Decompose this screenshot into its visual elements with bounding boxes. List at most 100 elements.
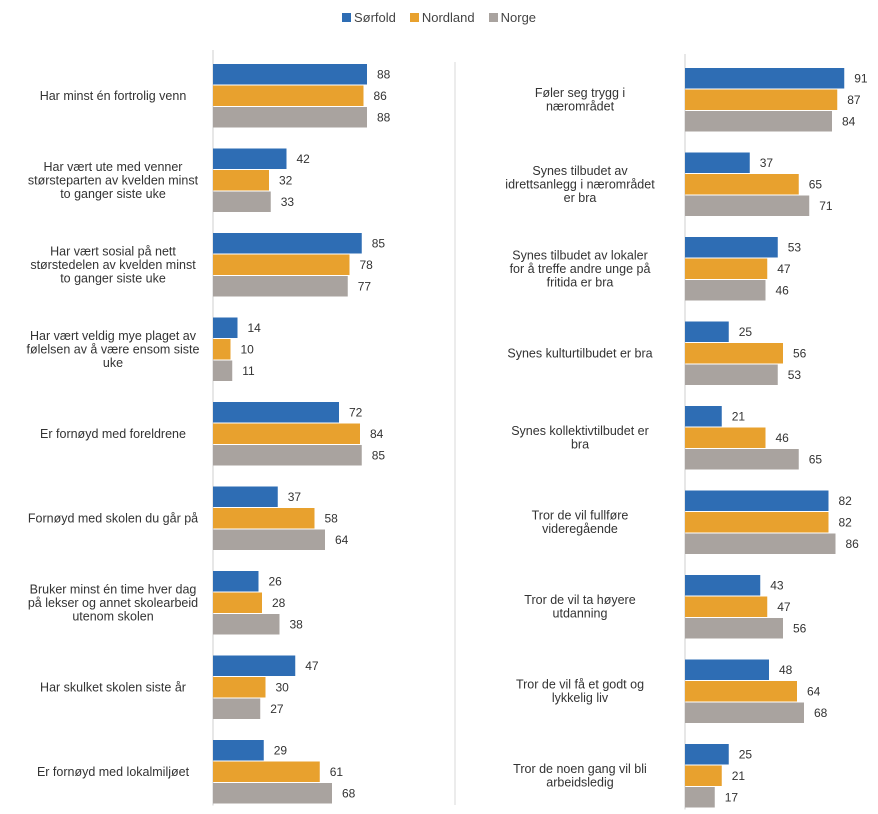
value-label: 65 — [809, 177, 823, 191]
value-label: 37 — [760, 156, 774, 170]
category-label: Har minst én fortrolig venn — [40, 89, 187, 103]
bar-sorfold — [685, 490, 829, 511]
value-label: 27 — [270, 702, 284, 716]
value-label: 37 — [288, 490, 302, 504]
category-label: Er fornøyd med foreldrene — [40, 427, 186, 441]
bar-norge — [213, 107, 367, 128]
value-label: 68 — [342, 786, 356, 800]
bar-nordland — [213, 85, 364, 106]
bar-sorfold — [213, 233, 362, 254]
legend-swatch — [488, 12, 498, 22]
category-label: Fornøyd med skolen du går på — [28, 511, 198, 525]
category-label: Tror de vil få et godt og lykkelig liv — [516, 678, 644, 706]
value-label: 85 — [372, 236, 386, 250]
value-label: 30 — [276, 680, 290, 694]
value-label: 88 — [377, 67, 391, 81]
bar-nordland — [685, 258, 768, 279]
bar-nordland — [685, 596, 768, 617]
bar-norge — [213, 360, 233, 381]
bar-sorfold — [213, 148, 287, 169]
value-label: 56 — [793, 346, 807, 360]
bar-norge — [685, 280, 766, 301]
bar-nordland — [213, 254, 350, 275]
chart-legend: Sørfold Nordland Norge — [0, 6, 878, 28]
bar-sorfold — [685, 321, 729, 342]
value-label: 71 — [819, 199, 833, 213]
bar-norge — [685, 449, 799, 470]
value-label: 29 — [274, 743, 288, 757]
value-label: 72 — [349, 405, 363, 419]
value-label: 53 — [788, 240, 802, 254]
value-label: 77 — [358, 279, 372, 293]
category-label: Har vært ute med venner størsteparten av … — [28, 160, 199, 201]
value-label: 85 — [372, 448, 386, 462]
legend-item-sorfold: Sørfold — [341, 9, 396, 25]
value-label: 14 — [248, 321, 262, 335]
bar-nordland — [685, 765, 722, 786]
legend-label: Sørfold — [353, 9, 396, 25]
value-label: 25 — [739, 747, 753, 761]
bar-norge — [685, 533, 836, 554]
value-label: 47 — [777, 600, 791, 614]
bar-sorfold — [213, 317, 238, 338]
value-label: 43 — [770, 578, 784, 592]
value-label: 33 — [281, 195, 295, 209]
bar-nordland — [213, 423, 360, 444]
value-label: 25 — [739, 325, 753, 339]
category-label: Synes tilbudet av lokaler for å treffe an… — [510, 248, 651, 289]
category-label: Synes kollektivtilbudet er bra — [511, 424, 649, 452]
bar-nordland — [213, 677, 266, 698]
category-label: Tror de vil ta høyere utdanning — [524, 593, 635, 621]
category-label: Tror de noen gang vil bli arbeidsledig — [513, 762, 647, 790]
bar-norge — [685, 364, 778, 385]
bar-nordland — [685, 681, 797, 702]
bar-sorfold — [213, 486, 278, 507]
value-label: 56 — [793, 621, 807, 635]
value-label: 47 — [305, 659, 319, 673]
bar-nordland — [685, 343, 783, 364]
category-label: Synes tilbudet av idrettsanlegg i nærområ… — [505, 164, 655, 205]
legend-swatch — [341, 12, 351, 22]
value-label: 38 — [290, 617, 304, 631]
bar-norge — [213, 191, 271, 212]
value-label: 21 — [732, 409, 746, 423]
legend-item-norge: Norge — [488, 10, 536, 25]
bar-norge — [213, 529, 325, 550]
value-label: 82 — [839, 515, 853, 529]
value-label: 68 — [814, 706, 828, 720]
bar-sorfold — [685, 406, 722, 427]
bar-norge — [685, 702, 804, 723]
value-label: 53 — [788, 368, 802, 382]
value-label: 86 — [846, 537, 860, 551]
bar-norge — [213, 445, 362, 466]
bar-nordland — [213, 508, 315, 529]
value-label: 84 — [370, 427, 384, 441]
category-label: Bruker minst én time hver dag på lekser o… — [28, 582, 198, 623]
category-label: Synes kulturtilbudet er bra — [507, 346, 652, 360]
bar-sorfold — [213, 655, 296, 676]
category-label: Tror de vil fullføre videregående — [532, 509, 629, 537]
value-label: 61 — [330, 765, 344, 779]
value-label: 28 — [272, 596, 286, 610]
value-label: 48 — [779, 663, 793, 677]
bar-sorfold — [213, 740, 264, 761]
bar-nordland — [213, 339, 231, 360]
category-label: Føler seg trygg i nærområdet — [535, 86, 625, 114]
bar-norge — [213, 783, 332, 804]
bar-nordland — [213, 761, 320, 782]
value-label: 78 — [360, 258, 374, 272]
value-label: 65 — [809, 452, 823, 466]
value-label: 11 — [242, 364, 255, 378]
bar-norge — [213, 698, 261, 719]
bar-sorfold — [213, 402, 339, 423]
bar-norge — [213, 614, 280, 635]
bar-norge — [685, 195, 810, 216]
value-label: 47 — [777, 262, 791, 276]
value-label: 64 — [807, 684, 821, 698]
value-label: 88 — [377, 110, 391, 124]
legend-item-nordland: Nordland — [409, 10, 475, 25]
bar-sorfold — [685, 152, 750, 173]
bar-nordland — [213, 170, 269, 191]
category-label: Har vært veldig mye plaget av følelsen av… — [27, 329, 200, 370]
